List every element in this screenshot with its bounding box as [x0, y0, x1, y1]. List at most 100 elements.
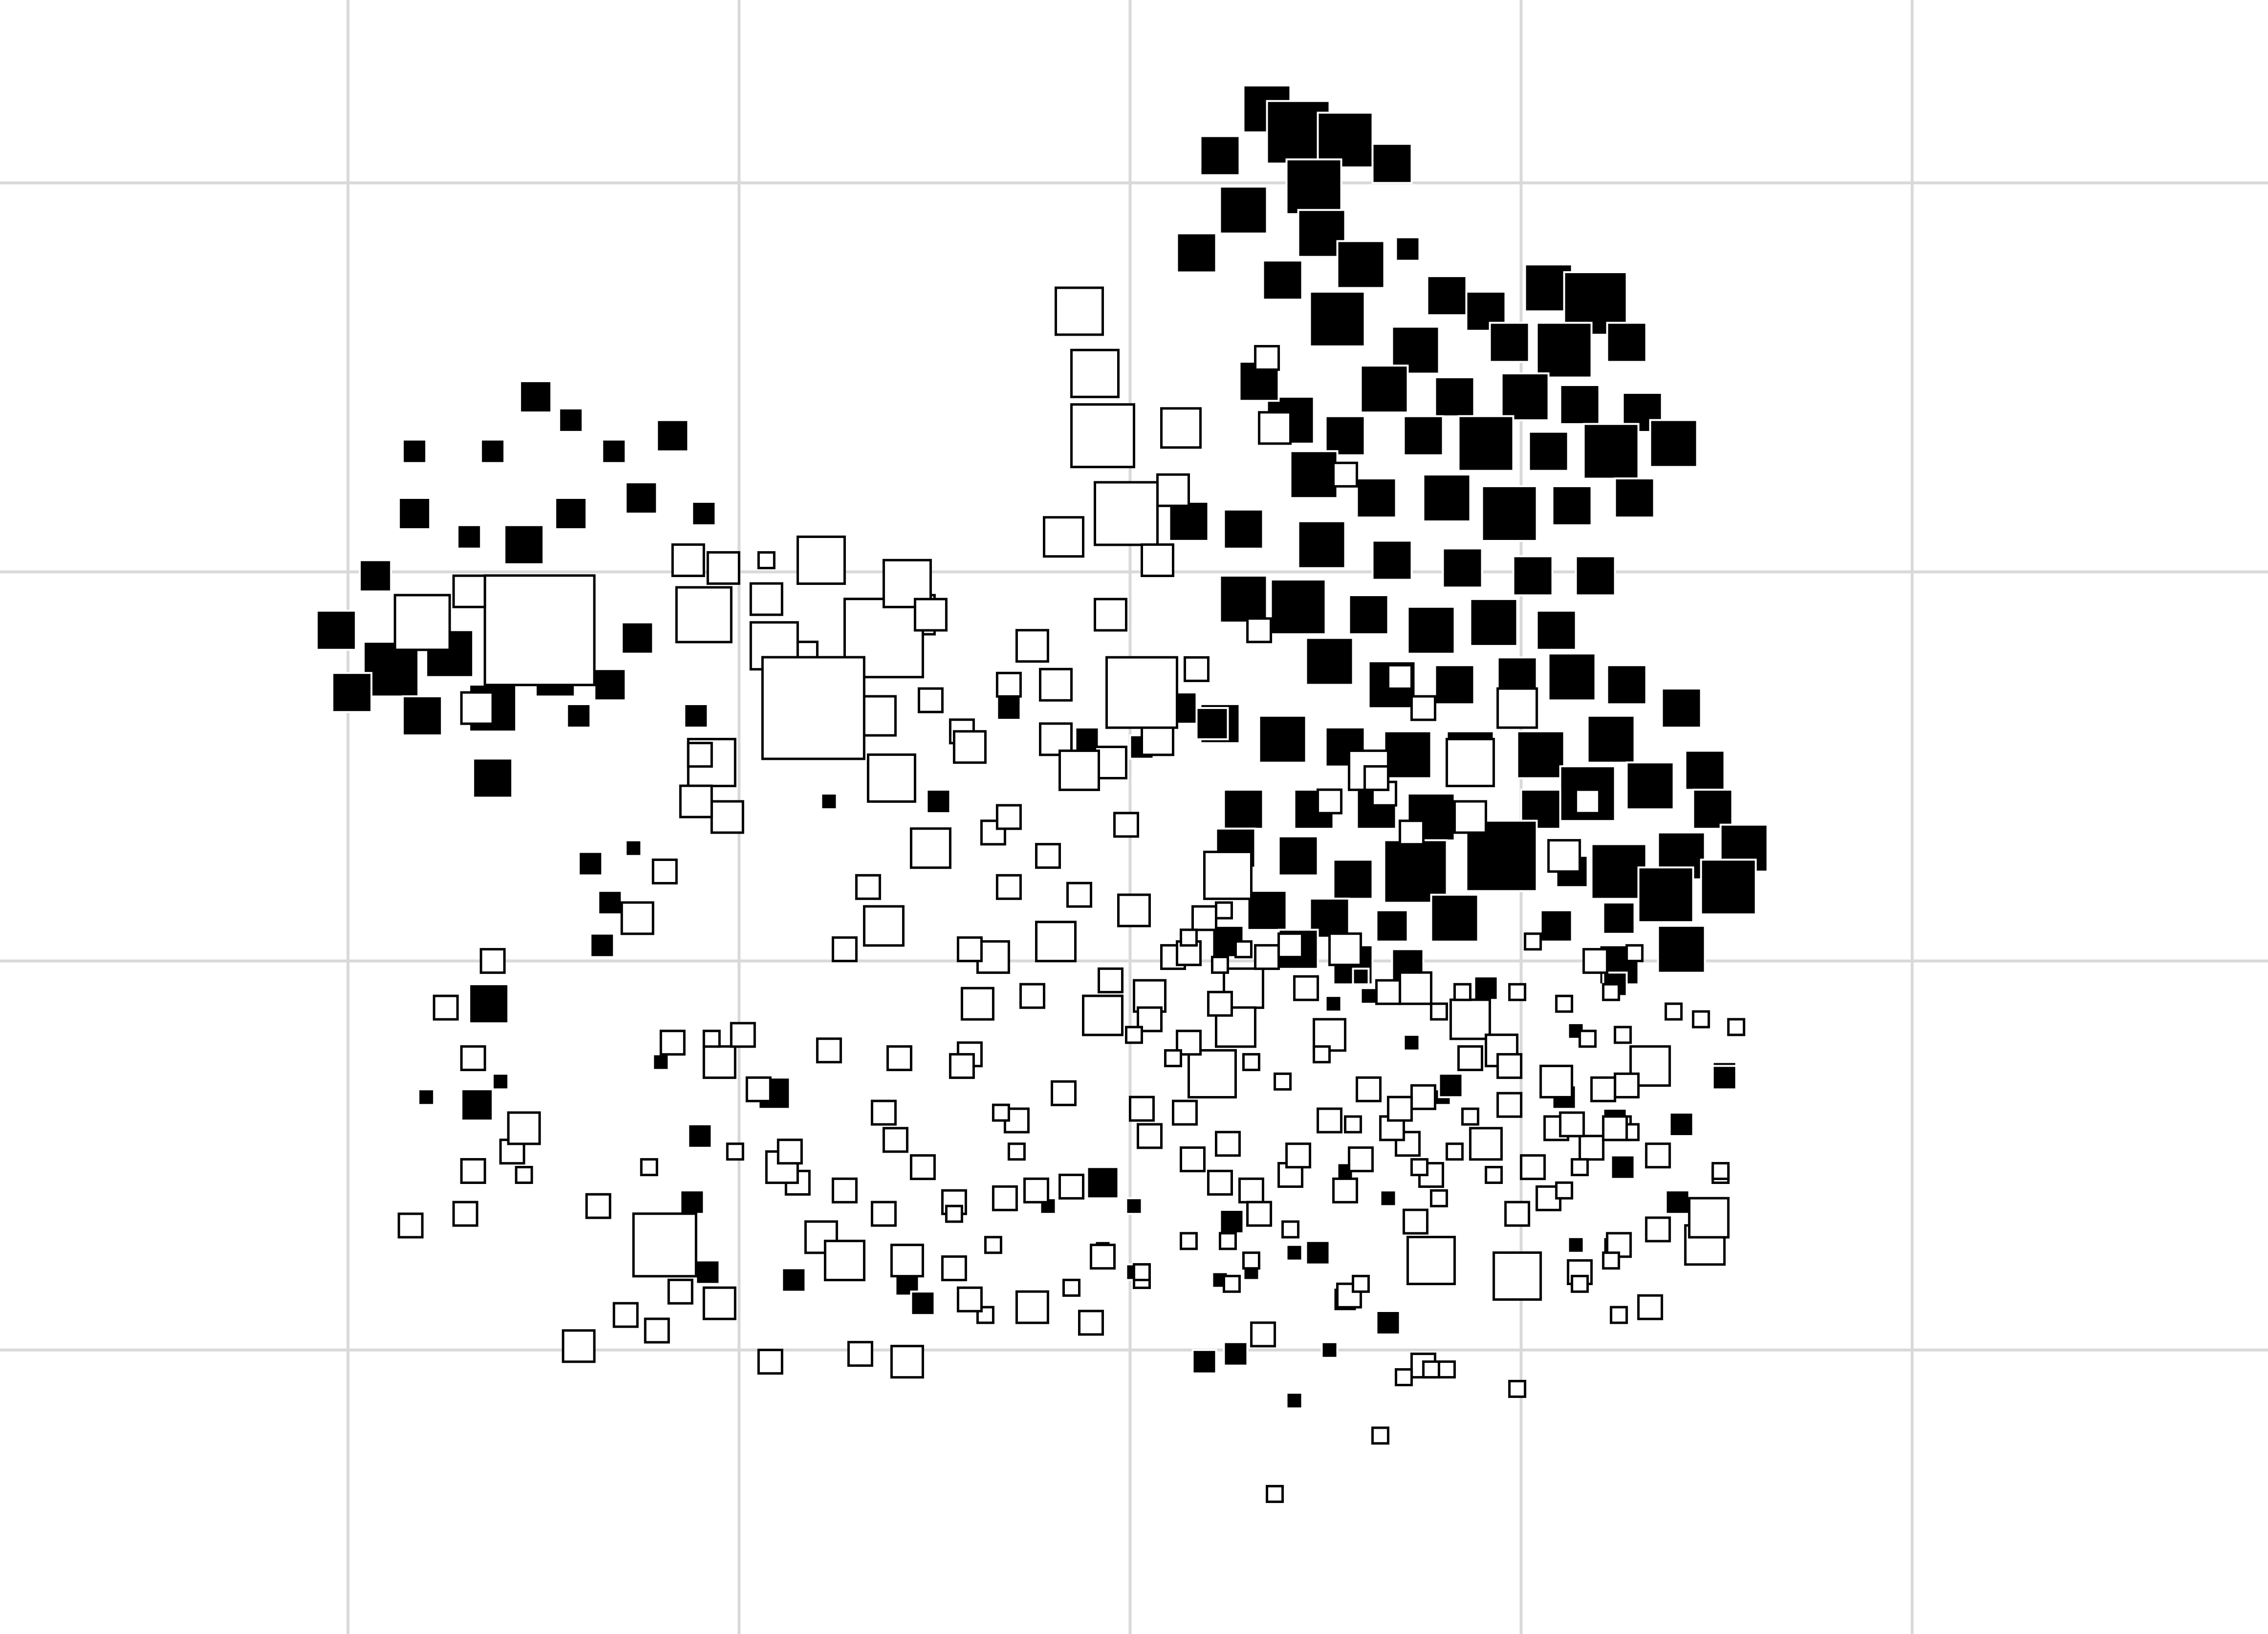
filled-square-point-118 — [621, 621, 654, 655]
filled-square-point-52 — [1535, 609, 1577, 651]
hollow-square-point-197 — [1211, 956, 1229, 974]
hollow-square-point-188 — [644, 1317, 670, 1344]
hollow-square-point-192 — [1363, 765, 1390, 791]
hollow-square-point-187 — [562, 1329, 596, 1363]
filled-square-point-41 — [1223, 508, 1264, 550]
filled-square-point-177 — [1352, 968, 1370, 986]
filled-square-point-141 — [417, 1088, 435, 1106]
hollow-square-point-149 — [1371, 1426, 1390, 1445]
hollow-square-point-234 — [1058, 1173, 1084, 1200]
hollow-square-point-60 — [1117, 893, 1151, 927]
hollow-square-point-8 — [1094, 598, 1127, 632]
hollow-square-point-31 — [710, 800, 744, 834]
hollow-square-point-134 — [1281, 1220, 1300, 1239]
hollow-square-point-86 — [1348, 1146, 1374, 1173]
hollow-square-point-165 — [984, 1236, 1002, 1254]
filled-square-point-24 — [1559, 384, 1600, 425]
filled-square-point-158 — [1223, 1341, 1249, 1367]
hollow-square-point-225 — [1317, 1107, 1343, 1134]
hollow-square-point-219 — [1571, 1274, 1589, 1293]
hollow-square-point-208 — [1727, 1018, 1746, 1036]
hollow-square-point-94 — [1645, 1216, 1671, 1243]
hollow-square-point-55 — [909, 827, 951, 869]
filled-square-point-21 — [1360, 365, 1409, 414]
filled-square-point-8 — [1176, 232, 1217, 274]
hollow-square-point-258 — [1571, 1158, 1589, 1177]
hollow-square-point-177 — [515, 1166, 533, 1184]
hollow-square-point-18 — [1496, 687, 1538, 729]
hollow-square-point-83 — [1469, 1127, 1503, 1161]
filled-square-point-34 — [1289, 450, 1339, 499]
filled-square-point-5 — [1371, 143, 1413, 184]
filled-square-point-174 — [1438, 1073, 1464, 1098]
hollow-square-point-108 — [952, 730, 987, 764]
hollow-square-point-139 — [1062, 1278, 1080, 1297]
hollow-square-point-59 — [1066, 882, 1092, 908]
filled-square-point-127 — [625, 839, 643, 857]
hollow-square-point-105 — [687, 742, 713, 768]
hollow-square-point-180 — [460, 1045, 486, 1072]
hollow-square-point-170 — [890, 1345, 924, 1379]
filled-square-point-29 — [1457, 415, 1514, 472]
hollow-square-point-203 — [1508, 983, 1527, 1001]
hollow-square-point-104 — [651, 859, 678, 884]
hollow-square-point-58 — [995, 874, 1022, 900]
hollow-square-point-77 — [1399, 971, 1433, 1005]
hollow-square-point-103 — [620, 901, 654, 935]
hollow-square-point-101 — [702, 1045, 736, 1079]
filled-square-point-121 — [316, 609, 357, 651]
hollow-square-point-65 — [831, 936, 858, 963]
hollow-square-point-186 — [612, 1302, 639, 1328]
hollow-square-point-3 — [1094, 481, 1159, 546]
hollow-square-point-102 — [702, 1030, 721, 1048]
filled-square-point-66 — [1661, 688, 1702, 729]
filled-square-point-178 — [1324, 995, 1342, 1013]
hollow-square-point-7 — [1043, 516, 1084, 558]
filled-square-point-171 — [1664, 1189, 1690, 1215]
filled-square-point-36 — [1422, 473, 1471, 523]
hollow-square-point-222 — [1637, 1294, 1663, 1320]
filled-square-point-9 — [1336, 240, 1385, 289]
filled-square-point-106 — [691, 501, 717, 526]
hollow-square-point-129 — [1238, 1177, 1264, 1204]
filled-square-point-167 — [1610, 1154, 1636, 1180]
filled-square-point-40 — [1168, 500, 1210, 542]
hollow-square-point-13 — [1184, 656, 1210, 682]
hollow-square-point-256 — [1430, 1189, 1448, 1207]
filled-square-point-67 — [1684, 750, 1726, 791]
hollow-square-point-20 — [1453, 800, 1488, 834]
filled-square-point-184 — [1711, 1065, 1737, 1091]
hollow-square-point-198 — [1277, 932, 1304, 959]
hollow-square-point-236 — [1007, 1142, 1026, 1161]
hollow-square-point-4 — [1160, 407, 1202, 449]
hollow-square-point-227 — [1356, 1076, 1382, 1102]
filled-square-point-19 — [1606, 322, 1647, 363]
filled-square-point-104 — [601, 438, 627, 464]
hollow-square-point-107 — [995, 804, 1022, 830]
hollow-square-point-142 — [1078, 1310, 1104, 1336]
filled-square-point-137 — [597, 890, 623, 916]
hollow-square-point-88 — [1406, 1236, 1456, 1286]
filled-square-point-110 — [456, 524, 482, 550]
filled-square-point-3 — [1199, 135, 1241, 176]
hollow-square-series — [393, 286, 1746, 1503]
filled-square-point-125 — [472, 757, 514, 799]
hollow-square-point-127 — [1180, 1146, 1206, 1173]
hollow-square-point-210 — [1625, 944, 1644, 963]
hollow-square-point-74 — [1188, 1049, 1237, 1098]
hollow-square-point-5 — [1156, 473, 1190, 507]
hollow-square-point-141 — [1133, 1263, 1151, 1281]
filled-square-point-151 — [781, 1267, 807, 1293]
hollow-square-point-259 — [1555, 1181, 1574, 1200]
filled-square-point-138 — [589, 932, 615, 958]
filled-square-point-58 — [1606, 664, 1647, 706]
hollow-square-point-244 — [1234, 940, 1253, 959]
filled-square-point-37 — [1481, 485, 1538, 542]
hollow-square-point-183 — [460, 1158, 486, 1184]
hollow-square-point-202 — [1453, 983, 1472, 1001]
filled-square-point-102 — [519, 380, 553, 414]
hollow-square-point-231 — [1504, 1201, 1531, 1227]
filled-square-point-57 — [1547, 652, 1597, 702]
filled-square-point-145 — [687, 1123, 713, 1149]
hollow-square-point-2 — [1070, 403, 1135, 469]
